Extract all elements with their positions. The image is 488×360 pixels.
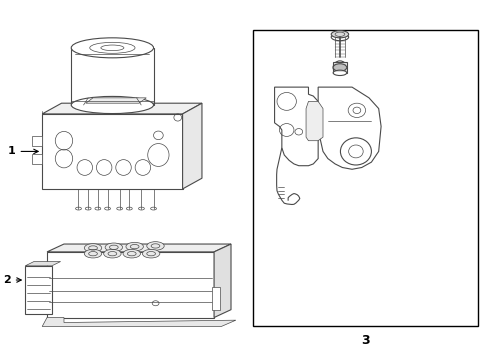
Polygon shape xyxy=(182,103,202,189)
Ellipse shape xyxy=(146,242,164,250)
Ellipse shape xyxy=(330,31,348,38)
Polygon shape xyxy=(85,98,146,103)
Ellipse shape xyxy=(71,96,153,113)
Text: 2: 2 xyxy=(3,275,21,285)
Polygon shape xyxy=(214,244,230,318)
Ellipse shape xyxy=(123,249,140,258)
Polygon shape xyxy=(42,318,235,327)
Polygon shape xyxy=(25,261,61,266)
Bar xyxy=(31,136,42,146)
Bar xyxy=(211,287,220,310)
Text: 1: 1 xyxy=(8,147,38,157)
Ellipse shape xyxy=(84,244,102,252)
Polygon shape xyxy=(274,87,318,166)
Polygon shape xyxy=(305,102,323,141)
Polygon shape xyxy=(318,87,380,169)
Ellipse shape xyxy=(332,64,346,71)
Bar xyxy=(31,154,42,163)
Ellipse shape xyxy=(105,243,122,252)
Ellipse shape xyxy=(142,249,160,258)
Polygon shape xyxy=(47,252,214,318)
Polygon shape xyxy=(42,103,202,114)
Polygon shape xyxy=(25,266,52,314)
Bar xyxy=(71,48,153,105)
Ellipse shape xyxy=(126,242,143,251)
Bar xyxy=(332,62,346,73)
Ellipse shape xyxy=(71,38,153,58)
Text: 3: 3 xyxy=(360,334,369,347)
Polygon shape xyxy=(47,244,230,252)
Ellipse shape xyxy=(103,249,121,258)
Bar xyxy=(252,30,477,327)
Ellipse shape xyxy=(84,249,102,258)
Ellipse shape xyxy=(332,70,346,76)
Ellipse shape xyxy=(330,33,348,41)
Polygon shape xyxy=(42,114,182,189)
